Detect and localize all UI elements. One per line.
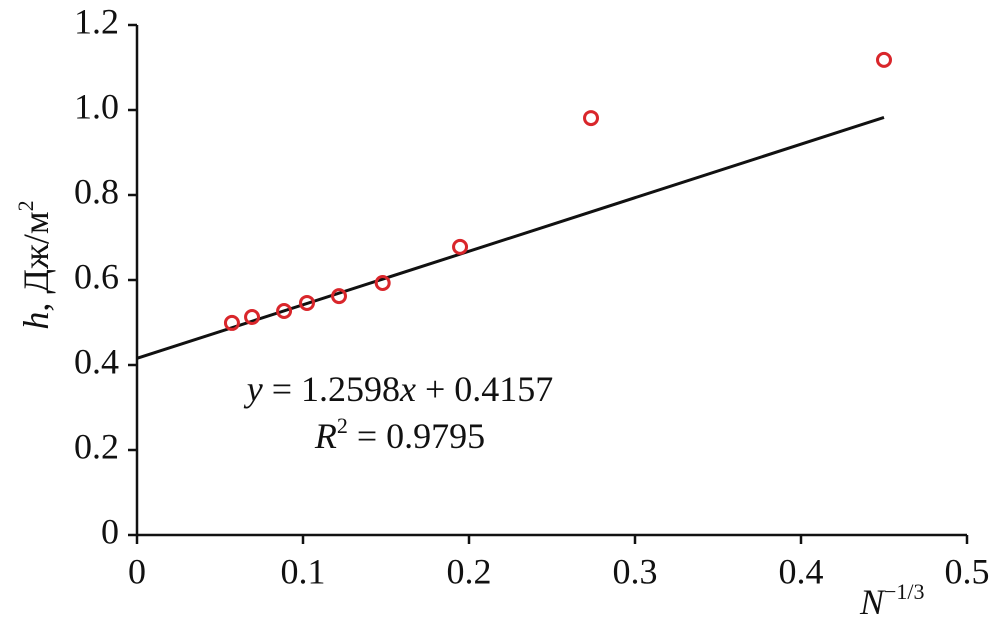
y-label-unit: , Дж/м xyxy=(16,211,56,311)
point xyxy=(583,110,600,127)
y-tick-label: 0.2 xyxy=(74,426,119,466)
y-tick-label: 1.0 xyxy=(74,86,119,126)
y-tick-label: 0.6 xyxy=(74,256,119,296)
y-tick-label: 0 xyxy=(101,511,119,551)
point xyxy=(374,274,391,291)
r-sup: 2 xyxy=(337,413,348,438)
point xyxy=(298,294,315,311)
trend-line xyxy=(136,115,885,360)
point xyxy=(876,51,892,68)
equation: y = 1.2598x + 0.4157 xyxy=(244,369,554,409)
x-label-sup: −1/3 xyxy=(884,579,925,604)
x-tick-label: 0.2 xyxy=(447,551,492,591)
x-tick-label: 0.4 xyxy=(779,551,824,591)
r-var: R xyxy=(314,416,337,456)
r-value: = 0.9795 xyxy=(348,416,485,456)
y-label-sup: 2 xyxy=(13,200,38,211)
y-tick-label: 0.8 xyxy=(74,171,119,211)
x-tick-label: 0 xyxy=(128,551,146,591)
eq-y: y xyxy=(244,369,263,409)
x-tick-label: 0.1 xyxy=(281,551,326,591)
y-tick-label: 1.2 xyxy=(74,1,119,41)
eq-slope: = 1.2598 xyxy=(263,369,400,409)
x-tick-label: 0.5 xyxy=(945,551,990,591)
point xyxy=(223,314,240,331)
point xyxy=(331,288,348,305)
point xyxy=(244,308,261,325)
x-label-var: N xyxy=(859,582,886,622)
y-label-var: h xyxy=(16,312,56,330)
y-tick-label: 0.4 xyxy=(74,341,119,381)
r-squared: R2 = 0.9795 xyxy=(314,413,485,456)
x-tick-label: 0.3 xyxy=(613,551,658,591)
eq-x: x xyxy=(399,369,416,409)
x-axis-label: N−1/3 xyxy=(859,579,925,622)
eq-intercept: + 0.4157 xyxy=(416,369,553,409)
point xyxy=(452,238,469,255)
point xyxy=(276,303,293,320)
y-axis-label: h, Дж/м2 xyxy=(13,200,56,329)
